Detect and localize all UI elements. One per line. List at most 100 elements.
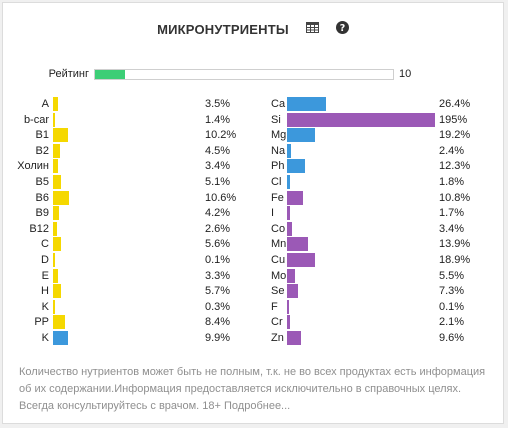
nutrient-name: C [41, 238, 49, 251]
nutrient-row: H 5.7% [3, 284, 230, 300]
nutrient-name: K [41, 300, 49, 313]
nutrient-value: 0.1% [205, 254, 231, 266]
nutrient-value: 5.5% [439, 269, 465, 282]
nutrient-bar [53, 284, 62, 299]
nutrient-name: Se [271, 285, 285, 298]
nutrient-bar [287, 268, 296, 283]
nutrient-name: B12 [29, 222, 49, 235]
nutrient-value: 4.5% [205, 144, 231, 157]
nutrient-value: 0.3% [205, 300, 231, 313]
nutrient-name: B2 [35, 144, 49, 157]
nutrient-value: 5.6% [205, 238, 231, 251]
nutrient-value: 8.4% [205, 316, 231, 329]
nutrient-bar [287, 175, 290, 189]
nutrient-name: D [41, 254, 49, 266]
nutrient-bar [53, 175, 61, 189]
nutrient-value: 26.4% [439, 98, 471, 110]
nutrient-row: B5 5.1% [3, 175, 230, 191]
nutrient-value: 10.8% [439, 191, 471, 204]
nutrient-name: Mo [271, 269, 287, 282]
nutrient-name: Cu [271, 254, 286, 266]
nutrient-bar [53, 206, 60, 221]
nutrient-row: K 0.3% [3, 299, 230, 316]
nutrient-row: b-car 1.4% [3, 112, 230, 129]
nutrient-row: B12 2.6% [3, 221, 230, 238]
nutrient-row: F 0.1% [271, 299, 491, 316]
nutrient-bar [53, 253, 55, 267]
more-link[interactable]: Подробнее... [224, 400, 291, 412]
nutrient-value: 4.2% [205, 207, 231, 220]
nutrient-name: Co [271, 222, 286, 235]
nutrient-name: Ca [271, 98, 286, 110]
nutrient-name: B5 [35, 176, 49, 188]
nutrient-value: 2.4% [439, 144, 465, 157]
table-icon[interactable] [305, 22, 319, 36]
nutrient-bar [287, 159, 306, 174]
rating-row: Рейтинг 10 [3, 68, 503, 82]
nutrient-bar [287, 128, 316, 143]
nutrient-bar [287, 253, 315, 267]
nutrient-row: PP 8.4% [3, 315, 230, 331]
nutrient-name: PP [34, 316, 49, 329]
nutrient-bar [53, 97, 59, 111]
nutrient-value: 1.7% [439, 207, 465, 220]
nutrient-bar [287, 315, 291, 330]
nutrient-value: 19.2% [439, 129, 471, 142]
nutrient-name: Mg [271, 129, 287, 142]
nutrient-value: 3.3% [205, 269, 231, 282]
nutrient-value: 1.8% [439, 176, 465, 188]
nutrient-bar [53, 237, 62, 252]
nutrient-row: I 1.7% [271, 206, 491, 222]
rating-value: 10 [399, 68, 412, 80]
nutrient-name: Cr [271, 316, 283, 329]
nutrient-row: Mg 19.2% [271, 128, 491, 144]
nutrient-value: 2.1% [439, 316, 465, 329]
nutrient-name: Cl [271, 176, 282, 188]
nutrient-row: E 3.3% [3, 268, 230, 285]
nutrient-row: Ph 12.3% [271, 159, 491, 175]
nutrient-bar [53, 221, 57, 236]
nutrient-bar [53, 190, 69, 205]
nutrient-row: Mo 5.5% [271, 268, 491, 285]
nutrient-row: Cr 2.1% [271, 315, 491, 331]
nutrient-value: 3.4% [205, 160, 231, 173]
nutrient-row: Zn 9.6% [271, 331, 491, 347]
nutrient-value: 3.4% [439, 222, 465, 235]
nutrient-bar [287, 299, 289, 314]
nutrient-bar [53, 315, 66, 330]
nutrient-row: Se 7.3% [271, 284, 491, 300]
nutrient-value: 10.2% [205, 129, 237, 142]
nutrient-name: I [271, 207, 275, 220]
nutrient-name: Zn [271, 332, 284, 344]
rating-bar [94, 69, 394, 80]
nutrient-row: Ca 26.4% [271, 97, 491, 113]
nutrient-bar [287, 190, 303, 205]
nutrient-name: A [41, 98, 49, 110]
nutrient-name: B6 [35, 191, 49, 204]
nutrient-name: B9 [35, 207, 49, 220]
nutrient-bar [287, 237, 308, 252]
nutrient-row: B9 4.2% [3, 206, 230, 222]
nutrient-bar [287, 221, 293, 236]
nutrient-row: Mn 13.9% [271, 237, 491, 253]
nutrient-bar [287, 331, 302, 345]
nutrient-bar [287, 284, 298, 299]
card-title: МИКРОНУТРИЕНТЫ [157, 21, 289, 37]
nutrient-row: C 5.6% [3, 237, 230, 253]
nutrient-row: Cl 1.8% [271, 175, 491, 191]
nutrient-value: 1.4% [205, 113, 231, 126]
nutrient-row: Na 2.4% [271, 143, 491, 160]
nutrient-row: Cu 18.9% [271, 253, 491, 269]
nutrient-bar [53, 128, 69, 143]
nutrient-value: 9.6% [439, 332, 465, 344]
nutrient-value: 9.9% [205, 332, 231, 344]
nutrient-value: 5.1% [205, 176, 231, 188]
nutrient-value: 195% [439, 113, 468, 126]
nutrient-name: b-car [23, 113, 49, 126]
nutrient-row: Холин 3.4% [3, 159, 230, 175]
nutrient-bar [53, 299, 55, 314]
nutrient-value: 12.3% [439, 160, 471, 173]
nutrient-bar [53, 112, 56, 127]
nutrient-name: E [41, 269, 49, 282]
help-icon[interactable]: ? [335, 21, 349, 37]
